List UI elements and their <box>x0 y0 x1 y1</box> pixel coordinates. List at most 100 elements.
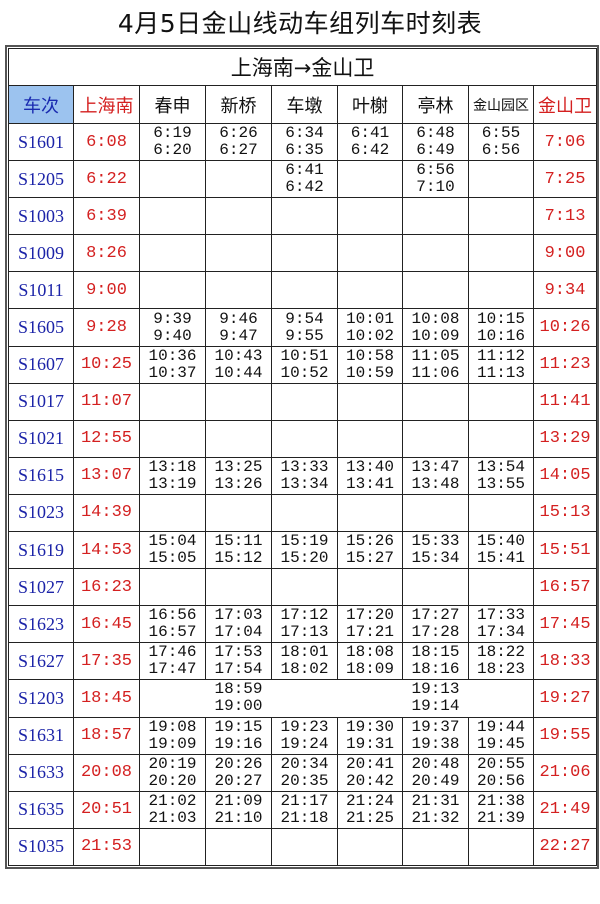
stop-time-cell: 17:27 17:28 <box>402 605 469 644</box>
stop-time-cell: 19:08 19:09 <box>139 716 206 755</box>
table-row: S1021 12:55 13:29 <box>8 419 598 458</box>
departure-time: 16:57 <box>148 623 197 642</box>
departure-time: 21:18 <box>280 808 329 827</box>
arrival-time: 6:48 <box>416 124 455 143</box>
stop-time-cell <box>468 419 534 458</box>
arrival-time: 17:20 <box>345 606 394 625</box>
stop-time-cell: 9:46 9:47 <box>205 308 272 347</box>
stop-time-cell <box>337 271 403 310</box>
table-row: S1631 18:57 19:08 19:09 19:15 19:16 19:23 19:24… <box>8 716 598 755</box>
stop-time-cell <box>205 419 272 458</box>
table-row: S1203 18:45 18:59 19:00 19:13 19:14 19:27 <box>8 679 598 718</box>
stop-time-cell <box>402 493 469 533</box>
table-row: S1633 20:08 20:19 20:20 20:26 20:27 20:34 20:35… <box>8 753 598 792</box>
origin-time: 14:53 <box>73 531 140 570</box>
departure-time: 10:16 <box>476 326 525 345</box>
departure-time: 17:13 <box>280 623 329 642</box>
departure-time: 15:12 <box>214 549 263 568</box>
arrival-time: 15:33 <box>411 532 460 551</box>
arrival-time: 10:51 <box>280 346 329 365</box>
stop-time-cell: 6:55 6:56 <box>468 122 534 162</box>
departure-time: 10:52 <box>280 363 329 382</box>
stop-time-cell <box>271 679 338 718</box>
departure-time: 17:54 <box>214 660 263 679</box>
stop-time-cell: 6:41 6:42 <box>337 122 403 162</box>
stop-time-cell <box>271 234 338 273</box>
stop-time-cell <box>205 160 272 199</box>
origin-time: 17:35 <box>73 642 140 681</box>
stop-time-cell: 20:41 20:42 <box>337 753 403 792</box>
departure-time: 19:00 <box>214 697 263 716</box>
arrival-time: 13:40 <box>345 457 394 476</box>
departure-time: 11:06 <box>411 363 460 382</box>
header-station: 叶榭 <box>337 85 403 124</box>
destination-time: 11:23 <box>532 345 598 384</box>
stop-time-cell: 6:41 6:42 <box>271 160 338 199</box>
arrival-time: 9:39 <box>153 309 192 328</box>
stop-time-cell: 17:20 17:21 <box>337 605 403 644</box>
arrival-time: 21:31 <box>411 791 460 810</box>
departure-time: 20:49 <box>411 771 460 790</box>
stop-time-cell: 20:26 20:27 <box>205 753 272 792</box>
departure-time: 19:45 <box>476 734 525 753</box>
stop-time-cell: 21:24 21:25 <box>337 790 403 829</box>
stop-time-cell: 18:15 18:16 <box>402 642 469 681</box>
departure-time: 10:09 <box>411 326 460 345</box>
stop-time-cell: 20:34 20:35 <box>271 753 338 792</box>
stop-time-cell: 17:46 17:47 <box>139 642 206 681</box>
departure-time: 13:55 <box>476 474 525 493</box>
table-row: S1607 10:25 10:36 10:37 10:43 10:44 10:51 10:52… <box>8 345 598 384</box>
stop-time-cell: 11:12 11:13 <box>468 345 534 384</box>
train-number: S1023 <box>8 493 74 533</box>
stop-time-cell <box>468 160 534 199</box>
arrival-time: 19:44 <box>476 717 525 736</box>
train-number: S1203 <box>8 679 74 718</box>
arrival-time: 11:12 <box>476 346 525 365</box>
departure-time: 19:09 <box>148 734 197 753</box>
stop-time-cell: 6:48 6:49 <box>402 122 469 162</box>
origin-time: 6:39 <box>73 197 140 236</box>
departure-time: 21:39 <box>476 808 525 827</box>
table-row: S1011 9:00 9:34 <box>8 271 598 310</box>
stop-time-cell <box>468 493 534 533</box>
route-header-row: 上海南→金山卫 <box>7 48 598 86</box>
origin-time: 6:08 <box>73 122 140 162</box>
arrival-time: 16:56 <box>148 606 197 625</box>
column-header-row: 车次 上海南 春申 新桥 车墩 叶榭 亭林 金山园区 金山卫 <box>8 85 598 124</box>
stop-time-cell: 18:22 18:23 <box>468 642 534 681</box>
origin-time: 16:23 <box>73 568 140 607</box>
stop-time-cell: 19:15 19:16 <box>205 716 272 755</box>
stop-time-cell: 6:19 6:20 <box>139 122 206 162</box>
arrival-time: 19:30 <box>345 717 394 736</box>
table-row: S1023 14:39 15:13 <box>8 493 598 533</box>
timetable-frame: 上海南→金山卫 车次 上海南 春申 新桥 车墩 叶榭 亭林 金山园区 金山卫 S… <box>5 45 599 869</box>
departure-time: 9:47 <box>219 326 258 345</box>
departure-time: 15:27 <box>345 549 394 568</box>
departure-time: 18:16 <box>411 660 460 679</box>
header-train-number: 车次 <box>8 85 74 124</box>
departure-time: 10:59 <box>345 363 394 382</box>
destination-time: 10:26 <box>532 308 598 347</box>
stop-time-cell: 19:44 19:45 <box>468 716 534 755</box>
stop-time-cell: 19:37 19:38 <box>402 716 469 755</box>
destination-time: 13:29 <box>532 419 598 458</box>
arrival-time: 18:08 <box>345 643 394 662</box>
departure-time: 19:24 <box>280 734 329 753</box>
stop-time-cell <box>139 234 206 273</box>
arrival-time: 17:12 <box>280 606 329 625</box>
departure-time: 17:34 <box>476 623 525 642</box>
arrival-time: 15:11 <box>214 532 263 551</box>
arrival-time: 6:19 <box>153 124 192 143</box>
stop-time-cell: 6:26 6:27 <box>205 122 272 162</box>
arrival-time: 20:41 <box>345 754 394 773</box>
departure-time: 18:02 <box>280 660 329 679</box>
stop-time-cell: 13:25 13:26 <box>205 456 272 495</box>
header-station: 金山园区 <box>468 85 534 124</box>
table-row: S1635 20:51 21:02 21:03 21:09 21:10 21:17 21:18… <box>8 790 598 829</box>
origin-time: 20:51 <box>73 790 140 829</box>
stop-time-cell <box>402 827 469 866</box>
stop-time-cell: 21:02 21:03 <box>139 790 206 829</box>
arrival-time: 19:15 <box>214 717 263 736</box>
departure-time: 6:42 <box>285 178 324 197</box>
departure-time: 7:10 <box>416 178 455 197</box>
